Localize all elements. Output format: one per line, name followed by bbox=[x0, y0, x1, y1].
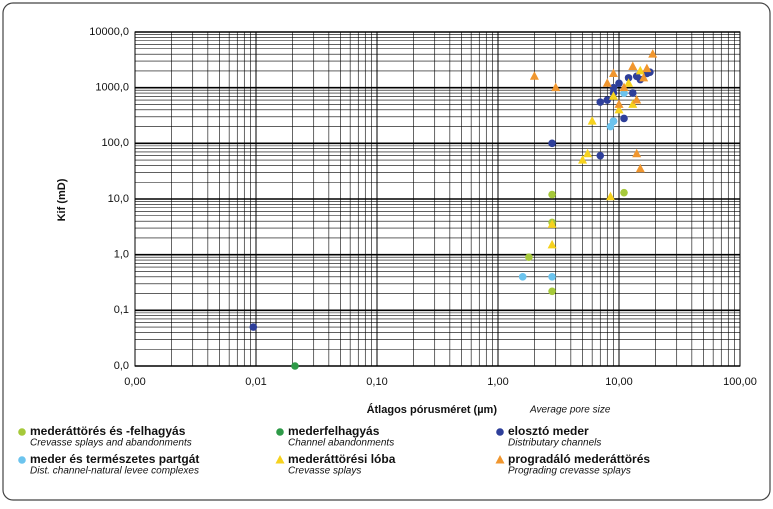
y-tick-label: 10000,0 bbox=[89, 26, 129, 38]
point bbox=[547, 219, 557, 228]
point bbox=[518, 273, 527, 281]
point bbox=[624, 78, 634, 87]
point bbox=[596, 151, 605, 160]
y-tick-label: 0,0 bbox=[114, 360, 129, 372]
legend-label: mederáttörési lóba bbox=[288, 452, 396, 466]
legend-note: Channel abandonments bbox=[288, 438, 394, 449]
point bbox=[583, 148, 593, 158]
point bbox=[632, 95, 642, 104]
point bbox=[628, 61, 638, 71]
point bbox=[596, 98, 605, 106]
point bbox=[587, 116, 597, 125]
point bbox=[635, 65, 645, 75]
legend-note: Prograding crevasse splays bbox=[508, 466, 631, 477]
point bbox=[624, 74, 633, 82]
legend-label: progradáló mederáttörés bbox=[508, 452, 650, 466]
x-axis-note: Average pore size bbox=[529, 405, 611, 416]
legend-note: Crevasse splays bbox=[288, 466, 361, 477]
point bbox=[635, 163, 645, 173]
legend-marker bbox=[18, 428, 26, 436]
point bbox=[648, 49, 658, 58]
x-tick-label: 100,00 bbox=[723, 376, 757, 388]
legend-marker bbox=[18, 456, 26, 464]
point bbox=[605, 191, 615, 201]
legend-marker bbox=[275, 455, 285, 464]
point bbox=[620, 188, 628, 197]
y-tick-label: 100,0 bbox=[101, 137, 129, 149]
point bbox=[547, 239, 557, 249]
point bbox=[529, 71, 539, 80]
point bbox=[609, 83, 618, 92]
x-tick-label: 0,10 bbox=[366, 376, 387, 388]
y-tick-label: 1,0 bbox=[114, 249, 129, 261]
point bbox=[614, 104, 624, 114]
legend-note: Crevasse splays and abandonments bbox=[30, 438, 192, 449]
plot-border bbox=[134, 31, 741, 367]
point bbox=[608, 68, 618, 77]
point bbox=[632, 148, 642, 158]
point bbox=[609, 117, 618, 125]
x-tick-label: 10,00 bbox=[605, 376, 633, 388]
point bbox=[603, 96, 612, 104]
point bbox=[614, 99, 624, 108]
legend-label: mederáttörés és -felhagyás bbox=[30, 424, 186, 438]
x-tick-label: 0,01 bbox=[245, 376, 266, 388]
point bbox=[615, 79, 623, 88]
y-tick-label: 10,0 bbox=[108, 193, 129, 205]
legend-marker bbox=[495, 455, 505, 464]
legend-marker bbox=[496, 428, 504, 436]
y-axis-label: Kif (mD) bbox=[56, 178, 68, 221]
point bbox=[620, 114, 628, 123]
point bbox=[578, 155, 588, 164]
point bbox=[619, 82, 629, 92]
legend-note: Dist. channel-natural levee complexes bbox=[30, 466, 199, 477]
point bbox=[548, 139, 556, 148]
x-tick-label: 1,00 bbox=[487, 376, 508, 388]
point bbox=[548, 273, 556, 281]
y-tick-label: 0,1 bbox=[114, 304, 129, 316]
x-axis-label: Átlagos pórusméret (µm) bbox=[367, 403, 498, 416]
point bbox=[639, 72, 649, 82]
point bbox=[291, 362, 299, 370]
legend-label: elosztó meder bbox=[508, 424, 589, 438]
legend-marker bbox=[276, 428, 284, 436]
y-tick-label: 1000,0 bbox=[95, 82, 129, 94]
point bbox=[548, 287, 556, 296]
point bbox=[525, 253, 533, 262]
point bbox=[608, 91, 618, 100]
legend-label: mederfelhagyás bbox=[288, 424, 380, 438]
point bbox=[551, 82, 561, 92]
point bbox=[249, 323, 258, 331]
point bbox=[628, 89, 637, 97]
point bbox=[602, 78, 612, 87]
x-tick-label: 0,00 bbox=[124, 376, 145, 388]
legend-note: Distributary channels bbox=[508, 438, 601, 449]
frame bbox=[2, 2, 771, 501]
legend-label: meder és természetes partgát bbox=[30, 452, 199, 466]
point bbox=[642, 63, 652, 73]
point bbox=[548, 190, 556, 199]
point bbox=[628, 99, 638, 108]
